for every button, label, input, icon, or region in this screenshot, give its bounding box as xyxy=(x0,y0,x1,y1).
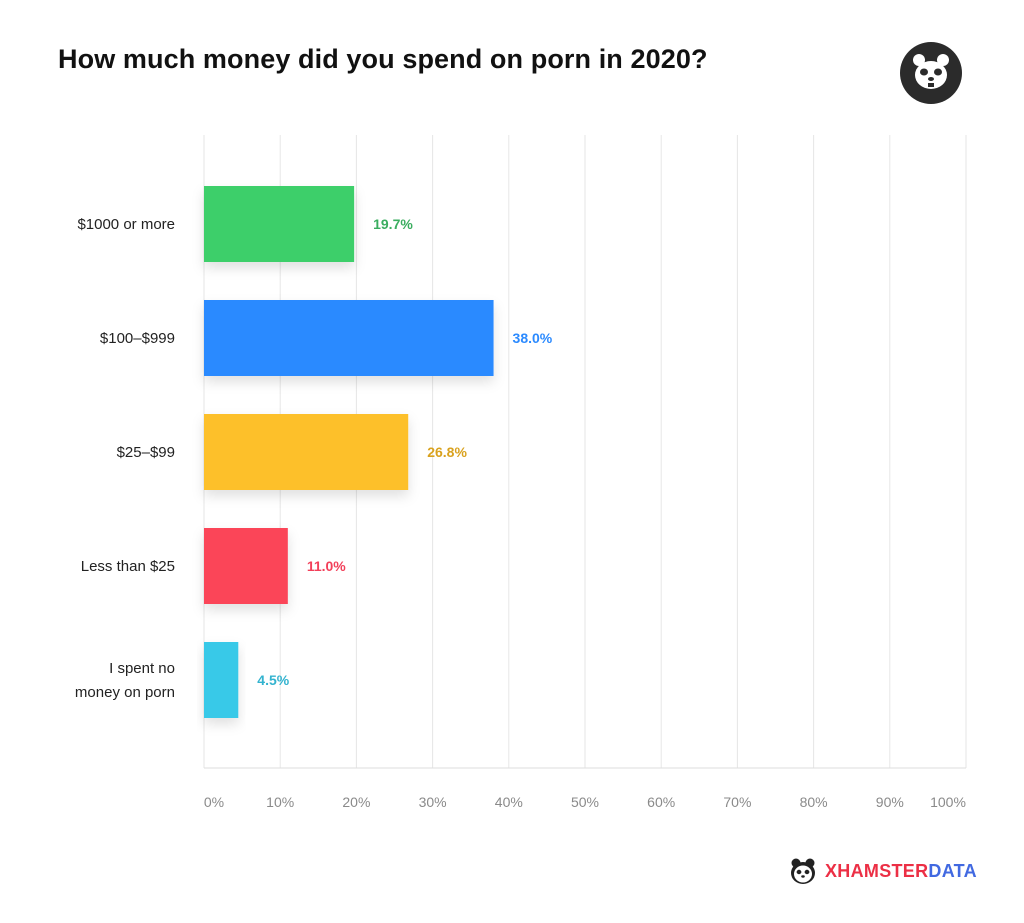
x-tick-label: 10% xyxy=(266,794,294,810)
data-label: 11.0% xyxy=(307,558,346,574)
bar-chart: 0% 10% 20% 30% 40% 50% 60% 70% 80% 90% 100% 19.7% $1… xyxy=(75,135,967,810)
bar xyxy=(204,642,239,718)
category-label: I spent no xyxy=(109,660,175,677)
data-label: 26.8% xyxy=(427,444,467,460)
x-tick-label: 30% xyxy=(419,794,447,810)
category-label: $25–$99 xyxy=(117,444,175,461)
data-label: 19.7% xyxy=(373,216,413,232)
x-tick-label: 100% xyxy=(930,794,966,810)
brand-text-data: DATA xyxy=(928,860,977,881)
bar xyxy=(204,528,288,604)
x-tick-label: 70% xyxy=(723,794,751,810)
bar xyxy=(204,414,409,490)
category-label: $100–$999 xyxy=(100,330,175,347)
x-tick-label: 90% xyxy=(876,794,904,810)
x-tick-label: 60% xyxy=(647,794,675,810)
x-tick-label: 20% xyxy=(342,794,370,810)
category-label: $1000 or more xyxy=(77,216,175,233)
hamster-face-icon xyxy=(791,858,815,884)
chart-title: How much money did you spend on porn in … xyxy=(58,44,708,74)
x-tick-label: 80% xyxy=(800,794,828,810)
data-label: 38.0% xyxy=(513,330,553,346)
category-label: money on porn xyxy=(75,684,175,701)
x-tick-label: 50% xyxy=(571,794,599,810)
hamster-logo-icon xyxy=(900,42,962,104)
brand-text-xhamster: XHAMSTER xyxy=(825,860,929,881)
category-label: Less than $25 xyxy=(81,558,175,575)
data-label: 4.5% xyxy=(257,672,289,688)
bar xyxy=(204,186,355,262)
brand-logo: XHAMSTER DATA xyxy=(787,854,977,888)
x-tick-label: 0% xyxy=(204,794,224,810)
bar xyxy=(204,300,494,376)
x-tick-label: 40% xyxy=(495,794,523,810)
